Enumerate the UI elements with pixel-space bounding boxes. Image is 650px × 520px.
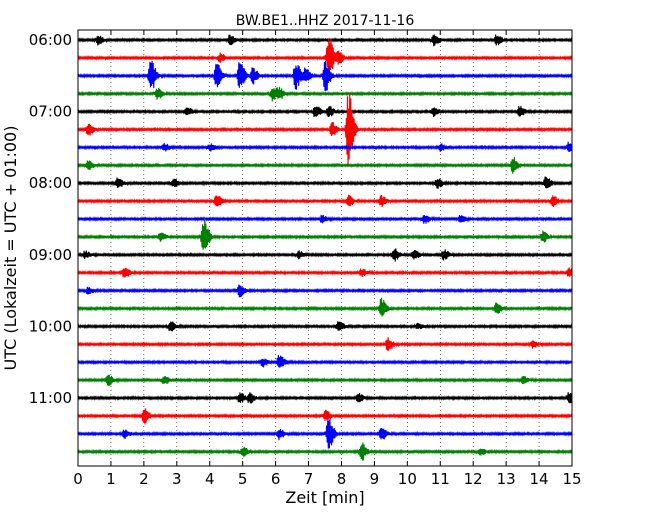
trace-row-0915	[77, 267, 573, 278]
trace-row-0945	[77, 297, 573, 317]
chart-title: BW.BE1..HHZ 2017-11-16	[236, 13, 415, 29]
x-tick-label: 0	[73, 470, 83, 488]
y-tick-label: 09:00	[29, 246, 72, 264]
x-tick-label: 1	[106, 470, 116, 488]
trace-row-1130	[77, 419, 573, 449]
trace-row-0615	[77, 38, 573, 77]
x-tick-label: 5	[238, 470, 248, 488]
trace-row-0630	[77, 60, 573, 92]
trace-row-1045	[77, 374, 573, 386]
y-tick-label: 10:00	[29, 317, 72, 335]
trace-row-1115	[77, 408, 573, 425]
trace-row-0730	[77, 141, 573, 152]
trace-row-0930	[77, 284, 573, 298]
trace-row-0645	[77, 86, 573, 102]
x-tick-label: 13	[497, 470, 516, 488]
trace-row-0900	[77, 248, 573, 262]
x-tick-label: 15	[562, 470, 581, 488]
trace-rows	[77, 34, 573, 461]
x-tick-label: 12	[464, 470, 483, 488]
trace-row-0830	[77, 214, 573, 224]
plot-frame	[77, 29, 573, 467]
trace-row-1100	[77, 392, 573, 404]
trace-row-0700	[77, 105, 573, 118]
x-tick-label: 2	[139, 470, 149, 488]
y-axis-label: UTC (Lokalzeit = UTC + 01:00)	[1, 126, 20, 371]
trace-row-1000	[77, 321, 573, 332]
y-tick-label: 11:00	[29, 389, 72, 407]
trace-row-0815	[77, 194, 573, 208]
trace-row-1030	[77, 355, 573, 368]
y-tick-label: 08:00	[29, 174, 72, 192]
x-tick-label: 10	[398, 470, 417, 488]
x-axis-label: Zeit [min]	[285, 488, 364, 507]
trace-row-0800	[77, 176, 573, 189]
x-tick-label: 9	[370, 470, 380, 488]
trace-row-1015	[77, 337, 573, 351]
trace-row-0745	[77, 156, 573, 174]
x-axis-ticks: 0 1 2 3 4 5 6 7 8 9 10 11 12 13 14 15	[73, 30, 582, 488]
y-tick-label: 07:00	[29, 103, 72, 121]
y-tick-label: 06:00	[29, 31, 72, 49]
x-tick-label: 8	[337, 470, 347, 488]
x-tick-label: 14	[530, 470, 549, 488]
vertical-grid	[110, 30, 540, 466]
trace-row-0600	[77, 34, 573, 47]
x-tick-label: 4	[205, 470, 215, 488]
y-axis-ticks: 06:00 07:00 08:00 09:00 10:00 11:00	[29, 31, 572, 407]
x-tick-label: 6	[271, 470, 281, 488]
trace-row-0715	[77, 93, 573, 167]
x-tick-label: 11	[431, 470, 450, 488]
x-tick-label: 3	[172, 470, 182, 488]
trace-row-0845	[77, 218, 573, 250]
x-tick-label: 7	[304, 470, 314, 488]
trace-row-1145	[77, 442, 573, 461]
